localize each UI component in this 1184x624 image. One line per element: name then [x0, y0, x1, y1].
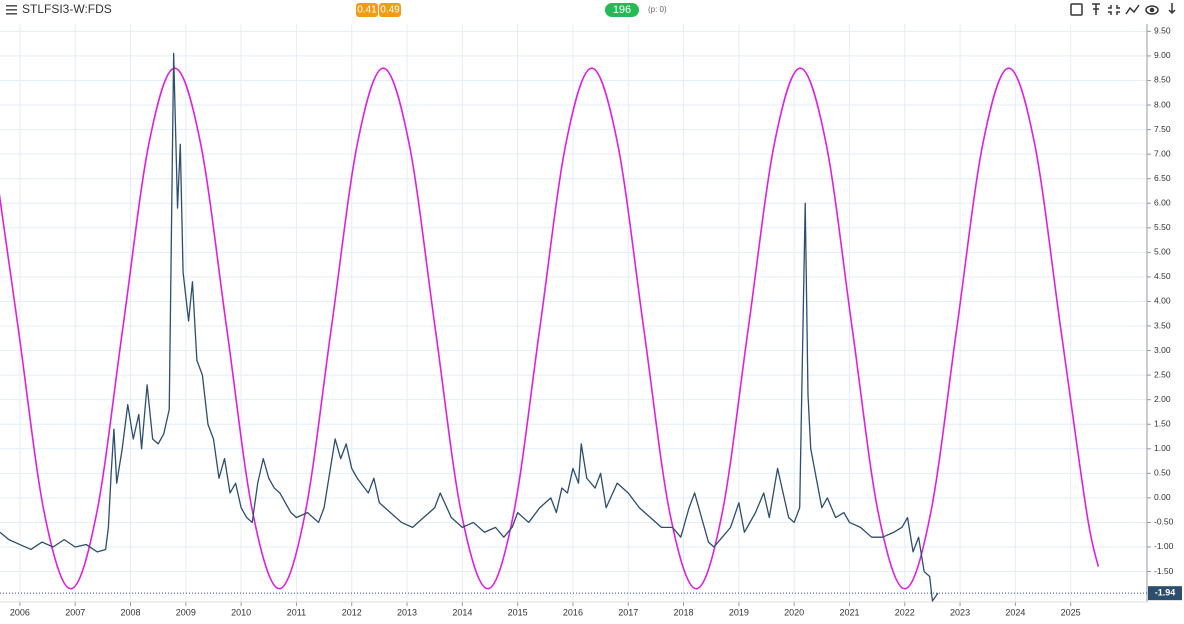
x-tick-label: 2009 — [176, 607, 196, 617]
y-tick-label: 1.00 — [1154, 443, 1171, 453]
y-tick-label: 5.50 — [1154, 222, 1171, 232]
y-tick-label: 9.50 — [1154, 26, 1171, 36]
x-tick-label: 2012 — [342, 607, 362, 617]
badge-text: 0.41 — [357, 5, 377, 16]
y-tick-label: 6.50 — [1154, 173, 1171, 183]
y-tick-label: 6.00 — [1154, 197, 1171, 207]
badge — [379, 3, 401, 17]
symbol-title: STLFSI3-W:FDS — [22, 2, 112, 16]
y-tick-label: 7.50 — [1154, 124, 1171, 134]
plot-area — [0, 52, 1100, 602]
y-tick-label: 3.50 — [1154, 320, 1171, 330]
last-value-label: -1.94 — [1155, 588, 1176, 598]
y-tick-label: 2.00 — [1154, 394, 1171, 404]
y-tick-label: 0.50 — [1154, 468, 1171, 478]
y-tick-label: 2.50 — [1154, 369, 1171, 379]
badge — [356, 3, 378, 17]
count-badge — [605, 3, 639, 17]
x-tick-label: 2014 — [452, 607, 472, 617]
x-tick-label: 2016 — [563, 607, 583, 617]
cycle-line — [0, 67, 1100, 590]
x-tick-label: 2011 — [287, 607, 306, 617]
x-tick-label: 2010 — [231, 607, 251, 617]
x-tick-label: 2021 — [839, 607, 859, 617]
plot-background — [0, 24, 1147, 602]
toolbar[interactable] — [1070, 3, 1176, 16]
y-tick-label: -1.00 — [1154, 541, 1174, 551]
x-tick-label: 2015 — [508, 607, 528, 617]
y-tick-label: 4.00 — [1154, 296, 1171, 306]
x-tick-label: 2020 — [784, 607, 804, 617]
data-line — [0, 52, 939, 602]
y-tick-label: 5.00 — [1154, 247, 1171, 257]
p-label: (p: 0) — [648, 5, 667, 14]
y-tick-label: 0.00 — [1154, 492, 1171, 502]
y-tick-label: 4.50 — [1154, 271, 1171, 281]
last-value-box — [1148, 586, 1182, 601]
y-tick-label: 9.00 — [1154, 50, 1171, 60]
x-tick-label: 2018 — [674, 607, 694, 617]
menu-icon[interactable] — [6, 5, 17, 15]
y-tick-label: 8.50 — [1154, 75, 1171, 85]
y-tick-label: -1.50 — [1154, 566, 1174, 576]
y-tick-label: 1.50 — [1154, 418, 1171, 428]
x-tick-label: 2007 — [65, 607, 85, 617]
x-tick-label: 2019 — [729, 607, 749, 617]
x-tick-label: 2023 — [950, 607, 970, 617]
x-tick-label: 2006 — [10, 607, 30, 617]
x-tick-label: 2022 — [895, 607, 915, 617]
y-tick-label: 8.00 — [1154, 99, 1171, 109]
y-tick-label: -0.50 — [1154, 517, 1174, 527]
x-tick-label: 2024 — [1005, 607, 1025, 617]
x-tick-label: 2025 — [1061, 607, 1081, 617]
count-text: 196 — [613, 4, 631, 16]
x-tick-label: 2013 — [397, 607, 417, 617]
badge-text: 0.49 — [380, 5, 400, 16]
x-tick-label: 2017 — [618, 607, 638, 617]
y-tick-label: 3.00 — [1154, 345, 1171, 355]
x-tick-label: 2008 — [121, 607, 141, 617]
y-tick-label: 7.00 — [1154, 148, 1171, 158]
